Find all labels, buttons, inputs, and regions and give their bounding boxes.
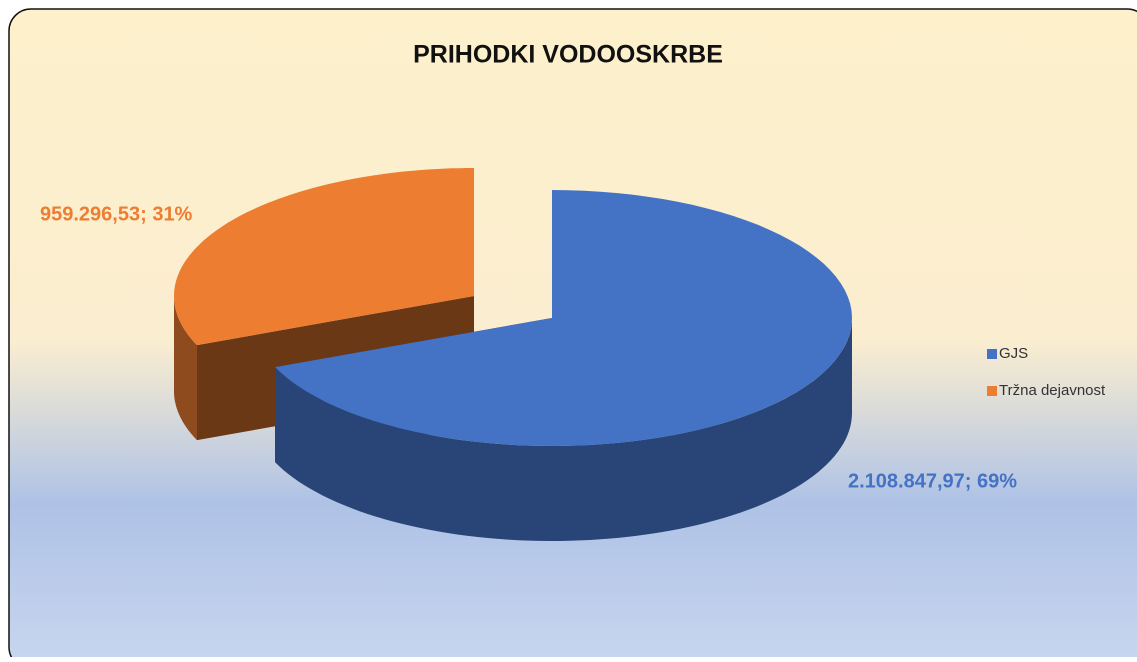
slice-side (174, 296, 197, 441)
legend-label: GJS (999, 345, 1028, 362)
slice (174, 168, 474, 346)
legend-label: Tržna dejavnost (999, 382, 1106, 399)
slice (275, 190, 852, 446)
legend-swatch (987, 386, 997, 396)
slice-side (275, 318, 852, 541)
chart-title: PRIHODKI VODOOSKRBE (413, 41, 723, 69)
data-label: 959.296,53; 31% (40, 203, 193, 225)
data-label: 2.108.847,97; 69% (848, 470, 1017, 492)
legend-swatch (987, 349, 997, 359)
